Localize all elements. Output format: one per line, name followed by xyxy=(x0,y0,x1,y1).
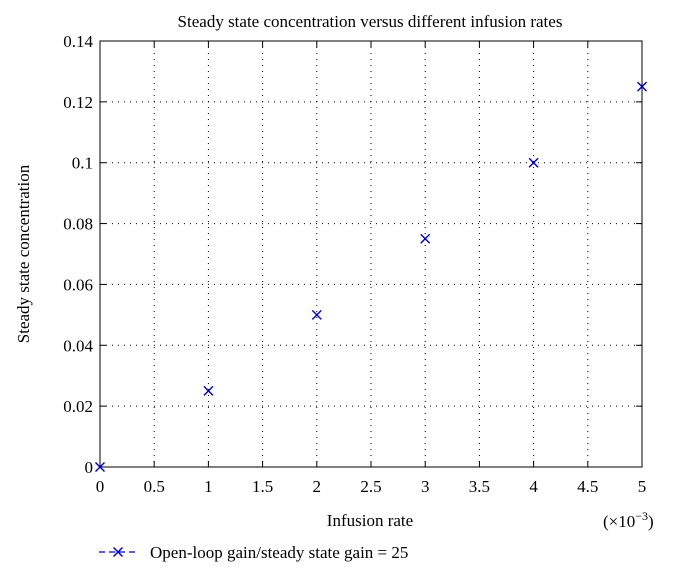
data-point xyxy=(528,157,539,168)
x-tick-label: 2 xyxy=(313,477,322,496)
y-tick-label: 0.04 xyxy=(63,336,93,355)
y-tick-labels: 0 0.02 0.04 0.06 0.08 0.1 0.12 0.14 xyxy=(63,32,93,477)
x-axis-multiplier-exponent: −3 xyxy=(635,509,648,523)
data-point xyxy=(311,309,322,320)
y-tick-label: 0.1 xyxy=(72,154,93,173)
x-tick-label: 0.5 xyxy=(144,477,165,496)
x-tick-label: 4 xyxy=(529,477,538,496)
data-point xyxy=(637,81,647,92)
x-tick-labels: 0 0.5 1 1.5 2 2.5 3 3.5 4 4.5 5 xyxy=(96,477,647,496)
y-tick-label: 0 xyxy=(85,458,94,477)
x-tick-label: 1.5 xyxy=(252,477,273,496)
plot-frame xyxy=(99,40,643,468)
data-markers xyxy=(95,81,647,472)
data-point xyxy=(203,385,214,396)
data-point xyxy=(420,233,431,244)
x-axis-multiplier-base: (×10 xyxy=(603,512,635,531)
axis-ticks xyxy=(99,40,643,468)
y-tick-label: 0.06 xyxy=(63,275,93,294)
x-tick-label: 3.5 xyxy=(469,477,490,496)
x-tick-label: 2.5 xyxy=(360,477,381,496)
legend-label: Open-loop gain/steady state gain = 25 xyxy=(150,543,408,562)
x-axis-multiplier: (×10−3) xyxy=(603,509,654,531)
grid-lines xyxy=(100,41,642,467)
y-tick-label: 0.12 xyxy=(63,93,93,112)
x-tick-label: 4.5 xyxy=(577,477,598,496)
data-point xyxy=(95,462,105,472)
y-tick-label: 0.14 xyxy=(63,32,93,51)
legend-marker xyxy=(113,547,123,557)
y-axis-label: Steady state concentration xyxy=(14,164,33,343)
x-tick-label: 1 xyxy=(204,477,213,496)
legend: Open-loop gain/steady state gain = 25 xyxy=(99,543,408,562)
x-tick-label: 0 xyxy=(96,477,105,496)
x-tick-label: 5 xyxy=(638,477,647,496)
x-axis-label: Infusion rate xyxy=(327,511,413,530)
x-tick-label: 3 xyxy=(421,477,430,496)
y-tick-label: 0.08 xyxy=(63,215,93,234)
x-axis-multiplier-close: ) xyxy=(648,512,654,531)
legend-x-marker xyxy=(113,547,123,557)
chart-title: Steady state concentration versus differ… xyxy=(178,12,563,31)
y-tick-label: 0.02 xyxy=(63,397,93,416)
